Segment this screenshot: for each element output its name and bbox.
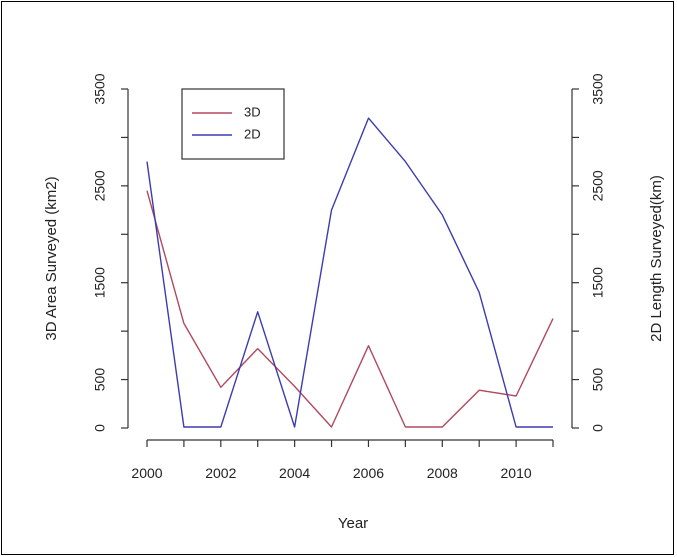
y-left-tick-label: 500	[92, 368, 108, 392]
y-right-tick-label: 2500	[590, 170, 606, 201]
series-line-3d	[146, 190, 554, 428]
y-left-tick-label: 3500	[92, 73, 108, 104]
axes: 2000 2002 2004 2006 2008 2010 Year 0 500 1500 2500…	[43, 73, 665, 532]
x-tick-label: 2004	[279, 465, 310, 481]
y-left-tick-label: 0	[92, 424, 108, 432]
y-left-tick-label: 1500	[92, 267, 108, 298]
series-layer	[146, 117, 554, 428]
x-tick-label: 2006	[353, 465, 384, 481]
y-left-tick-label: 2500	[92, 170, 108, 201]
legend-label-3d: 3D	[244, 104, 261, 119]
y-right-tick-label: 1500	[590, 267, 606, 298]
legend-label-2d: 2D	[244, 126, 261, 141]
series-line-2d	[146, 117, 553, 428]
y-right-axis-title: 2D Length Surveyed(km)	[648, 175, 665, 342]
x-tick-label: 2010	[501, 465, 532, 481]
x-tick-label: 2000	[131, 465, 162, 481]
y-right-tick-label: 3500	[590, 73, 606, 104]
x-axis-title: Year	[338, 515, 368, 532]
x-tick-label: 2008	[427, 465, 458, 481]
y-right-tick-label: 500	[590, 368, 606, 392]
legend-box	[181, 88, 285, 160]
y-right-tick-label: 0	[590, 424, 606, 432]
x-tick-label: 2002	[205, 465, 236, 481]
y-left-axis-title: 3D Area Surveyed (km2)	[43, 176, 60, 340]
